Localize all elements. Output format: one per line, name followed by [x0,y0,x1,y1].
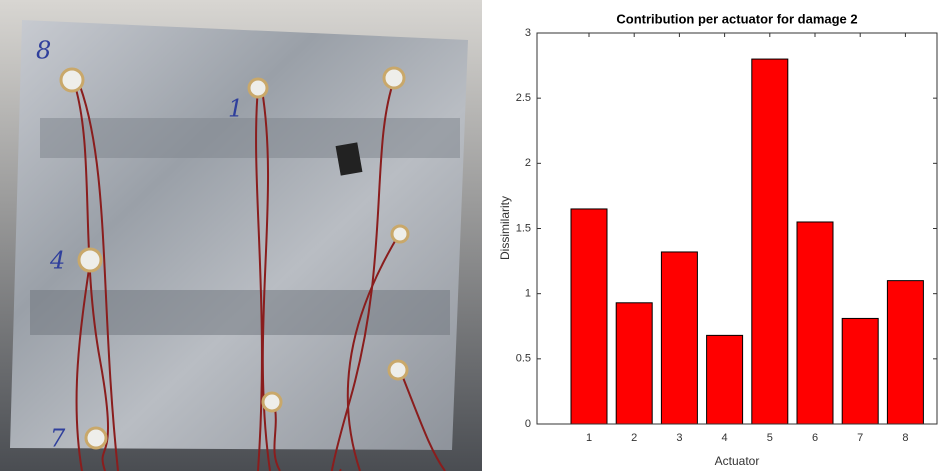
bar [660,251,698,425]
y-tick-label: 0.5 [516,353,531,365]
x-tick-label: 5 [767,432,773,444]
y-tick-label: 2 [525,157,531,169]
reflection [40,118,460,158]
bar [570,208,608,425]
chart: Contribution per actuator for damage 2 A… [498,11,938,468]
chart-title: Contribution per actuator for damage 2 [616,11,857,26]
x-tick-label: 6 [812,432,818,444]
sensor-label: 1 [228,95,243,123]
x-axis-label: Actuator [715,454,760,468]
bar [886,280,924,425]
photo: 8 1 4 7 [0,0,482,471]
damage-block [335,142,363,176]
x-tick-label: 2 [631,432,637,444]
bar [751,58,789,425]
bar [841,317,879,425]
y-tick-label: 1.5 [516,222,531,234]
sensor-label: 4 [49,247,65,275]
bar [796,221,834,425]
bar [706,334,744,425]
sensor-label: 7 [50,425,66,453]
axes-box [536,32,938,425]
y-tick-label: 1 [525,288,531,300]
x-tick-label: 8 [902,432,908,444]
y-tick-label: 2.5 [516,92,531,104]
y-axis-label: Dissimilarity [498,196,512,260]
x-tick-label: 3 [676,432,682,444]
x-tick-label: 4 [722,432,728,444]
x-tick-label: 1 [586,432,592,444]
bar [615,302,653,425]
y-tick-label: 0 [525,418,531,430]
x-tick-label: 7 [857,432,863,444]
y-tick-label: 3 [525,27,531,39]
reflection [30,290,450,335]
wires [73,79,446,471]
sensors [59,66,410,450]
sensor-label: 8 [36,37,51,65]
